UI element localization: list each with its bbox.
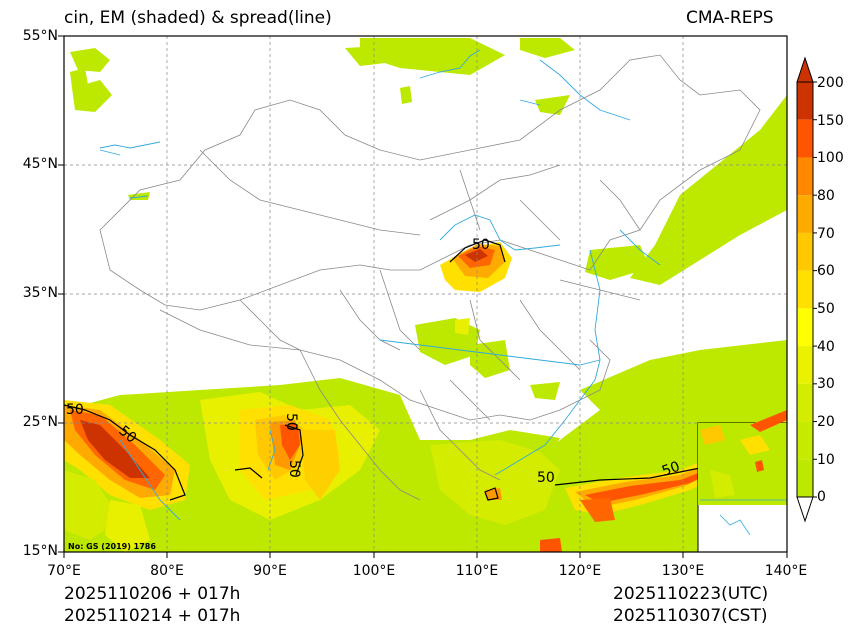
contour-label: 50 bbox=[283, 413, 299, 431]
contour-label: 50 bbox=[66, 402, 84, 418]
colorbar-label: 40 bbox=[817, 339, 835, 355]
lon-label-100: 100°E bbox=[352, 563, 396, 579]
contour-label: 50 bbox=[537, 470, 555, 486]
colorbar-label: 10 bbox=[817, 452, 835, 468]
colorbar-swatch bbox=[797, 308, 813, 347]
lon-label-140: 140°E bbox=[764, 563, 808, 579]
colorbar-label: 200 bbox=[817, 75, 844, 91]
init-time-cst: 2025110214 + 017h bbox=[64, 606, 241, 626]
colorbar-swatch bbox=[797, 270, 813, 309]
colorbar-label: 80 bbox=[817, 188, 835, 204]
colorbar-swatch bbox=[797, 119, 813, 158]
valid-time-utc: 2025110223(UTC) bbox=[613, 584, 769, 604]
lon-label-90: 90°E bbox=[253, 563, 287, 579]
gridlines bbox=[64, 36, 787, 552]
lon-label-130: 130°E bbox=[661, 563, 705, 579]
contour-label: 50 bbox=[472, 237, 490, 253]
colorbar-swatch bbox=[797, 459, 813, 497]
valid-time-cst: 2025110307(CST) bbox=[613, 606, 768, 626]
colorbar-swatch bbox=[797, 157, 813, 196]
colorbar-extend-min bbox=[796, 496, 814, 523]
axis-ticks bbox=[58, 35, 788, 558]
lon-label-120: 120°E bbox=[558, 563, 602, 579]
lat-label-25: 25°N bbox=[22, 414, 58, 430]
lat-label-15: 15°N bbox=[22, 543, 58, 559]
map-area bbox=[64, 36, 787, 552]
colorbar-swatch bbox=[797, 82, 813, 120]
lat-label-45: 45°N bbox=[22, 156, 58, 172]
lon-label-110: 110°E bbox=[455, 563, 499, 579]
colorbar-swatch bbox=[797, 421, 813, 460]
cin-shading bbox=[64, 38, 787, 552]
colorbar-swatch bbox=[797, 195, 813, 233]
lon-label-70: 70°E bbox=[47, 563, 81, 579]
colorbar-label: 100 bbox=[817, 150, 844, 166]
lat-label-35: 35°N bbox=[22, 285, 58, 301]
colorbar-label: 0 bbox=[817, 489, 826, 505]
contour-label: 50 bbox=[660, 459, 682, 480]
lat-label-55: 55°N bbox=[22, 28, 58, 44]
borders bbox=[99, 54, 761, 501]
colorbar-extend-max bbox=[796, 56, 814, 83]
colorbar-label: 50 bbox=[817, 301, 835, 317]
chart-title: cin, EM (shaded) & spread(line) bbox=[64, 8, 332, 28]
init-time-utc: 2025110206 + 017h bbox=[64, 584, 241, 604]
lon-label-80: 80°E bbox=[150, 563, 184, 579]
colorbar-label: 20 bbox=[817, 414, 835, 430]
colorbar-label: 70 bbox=[817, 226, 835, 242]
colorbar bbox=[796, 56, 817, 523]
colorbar-swatch bbox=[797, 346, 813, 384]
contour-label: 50 bbox=[286, 460, 302, 478]
colorbar-frame bbox=[796, 81, 814, 498]
colorbar-swatch bbox=[797, 383, 813, 422]
model-name: CMA-REPS bbox=[686, 8, 774, 28]
map-review-note: No: GS (2019) 1786 bbox=[68, 542, 156, 551]
colorbar-swatch bbox=[797, 232, 813, 271]
inset-map bbox=[697, 410, 787, 552]
colorbar-label: 60 bbox=[817, 263, 835, 279]
colorbar-label: 30 bbox=[817, 376, 835, 392]
rivers bbox=[99, 49, 661, 521]
colorbar-label: 150 bbox=[817, 113, 844, 129]
